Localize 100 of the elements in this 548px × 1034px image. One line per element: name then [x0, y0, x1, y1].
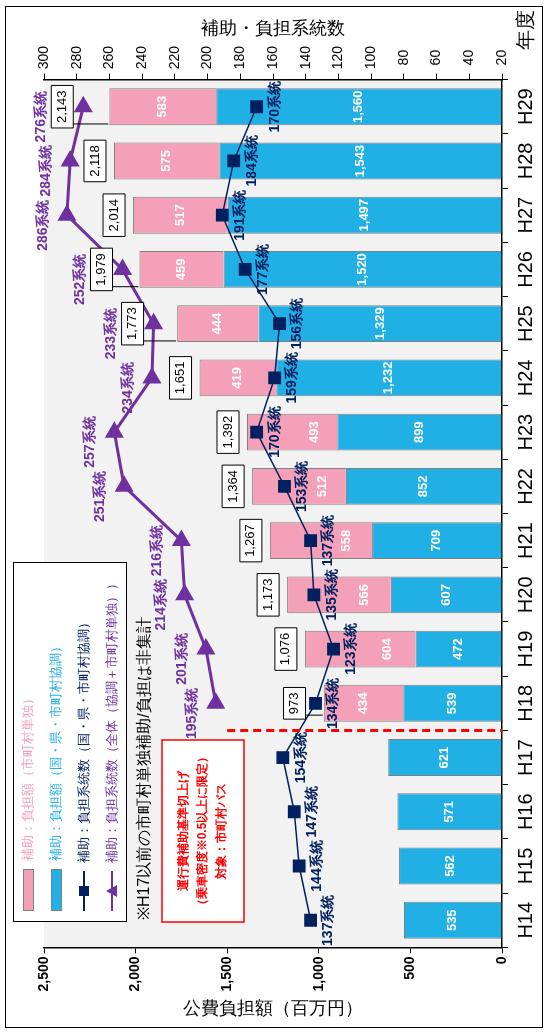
x-tick-label: 500: [401, 956, 418, 980]
data-label: 472: [450, 638, 466, 660]
x2-tick-label: 300: [34, 45, 51, 70]
data-label: 517: [171, 204, 187, 227]
legend-panel: 補助：負担額（市町村単独） 補助：負担額（国・県・市町村協調） 補助：負担系統数（国・県・市町村協調） 補助：負担系統数（全体（協調＋市町村単独））: [13, 562, 127, 922]
data-label: 558: [338, 529, 354, 552]
point: [292, 859, 306, 873]
point: [276, 751, 290, 764]
y-tick-label: H18: [513, 684, 536, 722]
point: [207, 693, 225, 709]
data-label: 177系統: [254, 243, 271, 296]
data-label: 257系統: [81, 416, 98, 468]
data-label: 899: [410, 421, 426, 443]
x2-tick-label: 140: [296, 45, 313, 70]
data-label: 583: [154, 95, 170, 118]
data-label: 251系統: [91, 470, 108, 523]
total-label: 1,076: [277, 632, 293, 666]
data-label: 535: [444, 909, 460, 932]
point: [287, 805, 301, 819]
y-tick-label: H21: [513, 522, 536, 559]
point: [176, 585, 194, 601]
total-label: 973: [286, 692, 302, 715]
data-label: 134系統: [324, 677, 341, 729]
x2-tick-label: 260: [100, 45, 117, 70]
data-label: 1,329: [371, 307, 387, 340]
y-tick-label: H22: [513, 468, 536, 505]
data-label: 493: [306, 421, 322, 443]
annotation: 対象：市町村バス: [214, 783, 229, 880]
point: [268, 371, 282, 385]
point: [307, 588, 321, 602]
data-label: 159系統: [283, 352, 300, 404]
data-label: 144系統: [308, 840, 325, 892]
data-label: 252系統: [71, 253, 88, 306]
data-label: 214系統: [151, 579, 168, 631]
point: [197, 639, 215, 655]
data-label: 170系統: [265, 406, 282, 458]
data-label: 575: [158, 150, 174, 172]
point: [145, 314, 163, 330]
point: [172, 531, 190, 547]
x2-tick-label: 100: [362, 45, 378, 70]
data-label: 170系統: [265, 81, 282, 133]
x2-tick-label: 80: [394, 49, 411, 66]
data-label: 1,560: [350, 90, 366, 123]
point: [250, 425, 264, 439]
data-label: 419: [229, 367, 245, 389]
y-tick-label: H28: [513, 142, 536, 180]
y-tick-label: H17: [513, 739, 536, 776]
total-label: 1,651: [172, 361, 188, 395]
data-label: 284系統: [37, 145, 54, 197]
y-tick-label: H24: [513, 359, 536, 397]
total-label: 2,118: [86, 145, 102, 177]
data-label: 512: [314, 475, 330, 498]
data-label: 156系統: [288, 297, 305, 350]
data-label: 123系統: [342, 623, 359, 675]
x2-tick-label: 200: [198, 45, 215, 70]
y-tick-label: H26: [513, 251, 536, 288]
x2-axis-title: 補助・負担系統数: [201, 17, 345, 38]
x2-tick-label: 180: [231, 45, 248, 70]
x-axis-title: 公費負担額（百万円）: [183, 998, 363, 1019]
x2-tick-label: 220: [165, 45, 182, 70]
total-label: 1,173: [259, 578, 275, 612]
x2-tick-label: 60: [427, 49, 444, 66]
data-label: 1,232: [380, 361, 396, 395]
point: [105, 422, 123, 438]
data-label: 1,543: [351, 144, 367, 178]
point: [143, 368, 161, 384]
data-label: 1,520: [354, 253, 370, 286]
y-tick-label: H15: [513, 847, 536, 885]
data-label: 201系統: [172, 633, 189, 685]
point: [215, 208, 229, 222]
data-label: 191系統: [231, 189, 248, 241]
total-label: 2,143: [53, 90, 69, 123]
x2-tick-label: 240: [133, 45, 149, 70]
data-label: 1,497: [356, 198, 372, 232]
y-axis-title: 年度: [513, 9, 536, 50]
total-label: 2,014: [105, 198, 121, 232]
point: [304, 913, 318, 927]
point: [278, 479, 291, 493]
annotation: 運行費補助基準切上げ: [176, 770, 191, 892]
data-label: 607: [437, 583, 453, 606]
data-label: 709: [428, 529, 444, 552]
data-label: 604: [379, 637, 395, 660]
point: [327, 642, 340, 656]
y-tick-label: H14: [513, 901, 536, 939]
data-label: 135系統: [322, 569, 339, 621]
y-tick-label: H29: [513, 88, 536, 126]
data-label: 562: [441, 855, 457, 877]
point: [309, 696, 322, 710]
data-label: 286系統: [33, 199, 50, 251]
y-tick-label: H20: [513, 576, 536, 614]
annotation: ※H17以前の市町村単独補助/負担は非集計: [135, 617, 153, 920]
point: [227, 154, 241, 168]
point: [250, 100, 264, 114]
data-label: 184系統: [242, 135, 259, 187]
total-label: 1,267: [242, 524, 258, 557]
data-label: 147系統: [303, 786, 320, 838]
y-tick-label: H19: [513, 630, 536, 668]
point: [114, 259, 131, 275]
point: [115, 476, 133, 492]
total-label: 1,364: [224, 470, 240, 503]
